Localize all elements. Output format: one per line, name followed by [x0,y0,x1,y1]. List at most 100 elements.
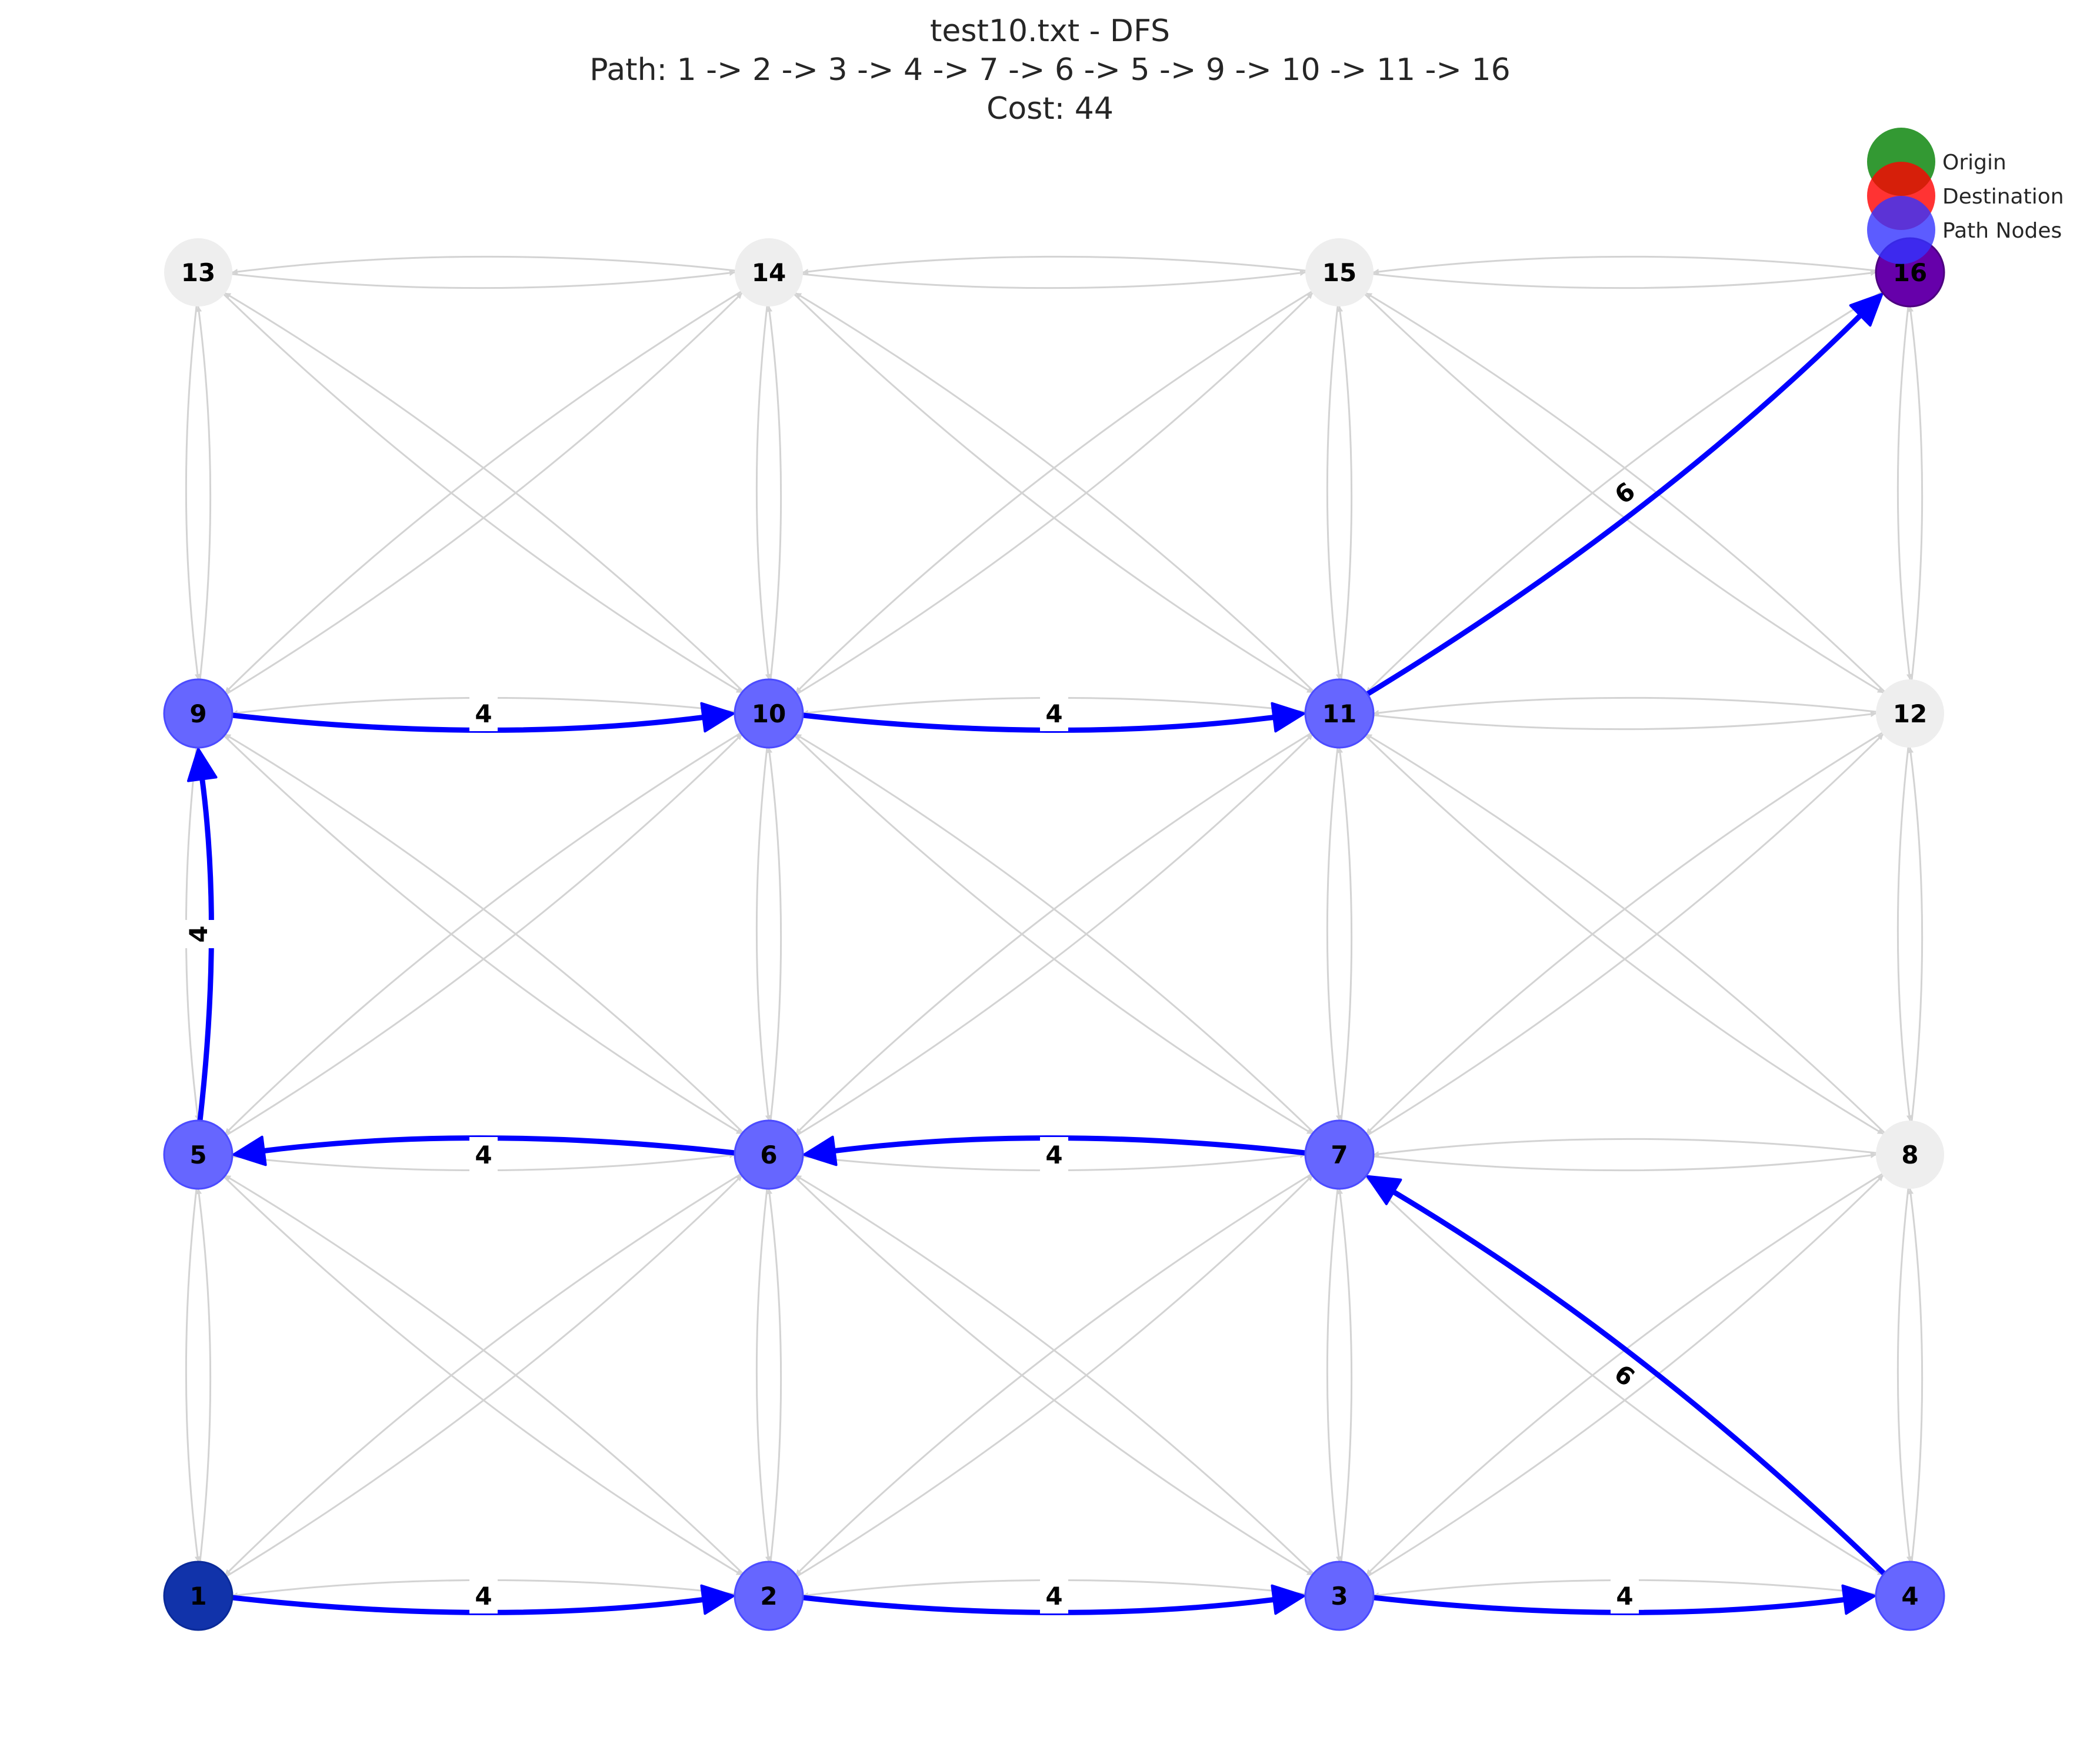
node-9: 9 [163,678,234,749]
edge-11-6 [795,724,1325,1135]
edge-weight-bg-2-3 [1040,1578,1068,1613]
edge-5-10 [212,734,743,1144]
edge-7-10 [795,734,1325,1144]
node-label-5: 5 [189,1141,206,1169]
edge-weight-group-1-2: 4 [469,1578,498,1613]
edge-6-10 [766,747,782,1136]
path-edge-arrowhead-4-7 [1366,1175,1402,1205]
edge-7-3 [1326,1173,1342,1562]
node-circle-3 [1304,1561,1375,1631]
edge-10-5 [224,724,755,1135]
path-edge-arrowhead-9-10 [700,702,735,733]
node-13: 13 [164,238,232,306]
edge-7-2 [795,1165,1325,1576]
edge-weight-bg-1-2 [469,1578,498,1613]
node-label-8: 8 [1901,1141,1918,1169]
node-5: 5 [163,1119,234,1190]
edge-weight-group-9-10: 4 [469,696,498,731]
node-10: 10 [734,678,804,749]
node-label-10: 10 [752,699,786,728]
edge-weight-2-3: 4 [1045,1582,1062,1611]
node-label-13: 13 [181,258,215,287]
node-1: 1 [163,1561,234,1631]
edge-4-8 [1908,1188,1924,1578]
node-14: 14 [735,238,803,306]
edge-11-8 [1354,724,1884,1135]
edge-8-4 [1896,1173,1912,1562]
edge-weight-6-5: 4 [475,1141,492,1169]
edge-weight-group-3-4: 4 [1611,1578,1639,1613]
edge-6-9 [225,734,755,1144]
edge-weight-group-6-5: 4 [469,1137,498,1172]
edge-weight-bg-5-9 [181,920,216,948]
edge-10-6 [755,732,771,1121]
edge-weight-group-7-6: 4 [1040,1137,1068,1172]
edge-15-16 [1358,270,1876,289]
path-edge-9-10 [214,711,706,733]
edge-8-3 [1365,1165,1896,1576]
edge-7-4 [1354,1165,1884,1576]
path-edge-7-6 [832,1135,1324,1158]
edge-15-10 [795,283,1325,694]
path-edge-6-5 [261,1135,753,1158]
edge-3-8 [1354,1175,1884,1585]
node-circle-7 [1304,1119,1375,1190]
path-edge-arrowhead-11-16 [1849,292,1884,327]
node-circle-4 [1875,1561,1945,1631]
node-label-11: 11 [1322,699,1356,728]
edge-14-9 [224,283,755,694]
edge-12-7 [1365,724,1896,1135]
path-edge-5-9 [195,776,214,1139]
legend: Origin Destination Path Nodes [1867,128,2064,264]
node-3: 3 [1304,1561,1375,1631]
edge-6-1 [224,1165,755,1576]
edge-15-11 [1326,291,1342,680]
edge-11-15 [1337,306,1353,695]
edge-14-10 [755,291,771,680]
edge-2-6 [766,1188,782,1578]
edge-weight-bg-10-11 [1040,696,1068,731]
edge-weight-9-10: 4 [475,699,492,728]
edge-10-13 [225,292,755,703]
path-edge-arrowhead-3-4 [1841,1584,1876,1615]
node-12: 12 [1876,679,1944,748]
edge-weight-bg-3-4 [1611,1578,1639,1613]
edge-8-12 [1908,747,1924,1136]
edge-11-14 [795,292,1325,703]
edge-14-15 [787,270,1306,289]
path-edge-1-2 [214,1593,706,1615]
edge-10-15 [783,292,1314,703]
edge-weight-10-11: 4 [1045,699,1062,728]
edge-8-7 [1373,1138,1892,1157]
node-label-15: 15 [1322,258,1356,287]
edge-14-13 [232,255,751,275]
path-edge-arrowhead-2-3 [1271,1584,1305,1615]
node-6: 6 [734,1119,804,1190]
chart-title-block: test10.txt - DFS Path: 1 -> 2 -> 3 -> 4 … [0,12,2100,128]
edge-weight-3-4: 4 [1616,1582,1633,1611]
edge-12-8 [1896,732,1912,1121]
edge-14-11 [783,283,1313,694]
node-circle-11 [1304,678,1375,749]
node-circle-9 [163,678,234,749]
legend-item-path-nodes: Path Nodes [1867,196,2062,264]
node-circle-5 [163,1119,234,1190]
node-11: 11 [1304,678,1375,749]
path-edge-3-4 [1355,1593,1847,1615]
node-circle-13 [164,238,232,306]
edge-3-7 [1337,1188,1353,1578]
node-circle-12 [1876,679,1944,748]
edge-16-11 [1365,283,1896,694]
edge-7-11 [1337,747,1353,1136]
path-edge-arrowhead-5-9 [186,748,218,782]
node-label-4: 4 [1901,1582,1918,1611]
node-label-1: 1 [189,1582,206,1611]
node-4: 4 [1875,1561,1945,1631]
edge-weight-bg-7-6 [1040,1137,1068,1172]
edge-6-2 [755,1173,771,1562]
node-15: 15 [1305,238,1374,306]
edge-1-6 [212,1175,743,1585]
edge-5-1 [185,1173,201,1562]
edge-13-14 [216,270,735,289]
